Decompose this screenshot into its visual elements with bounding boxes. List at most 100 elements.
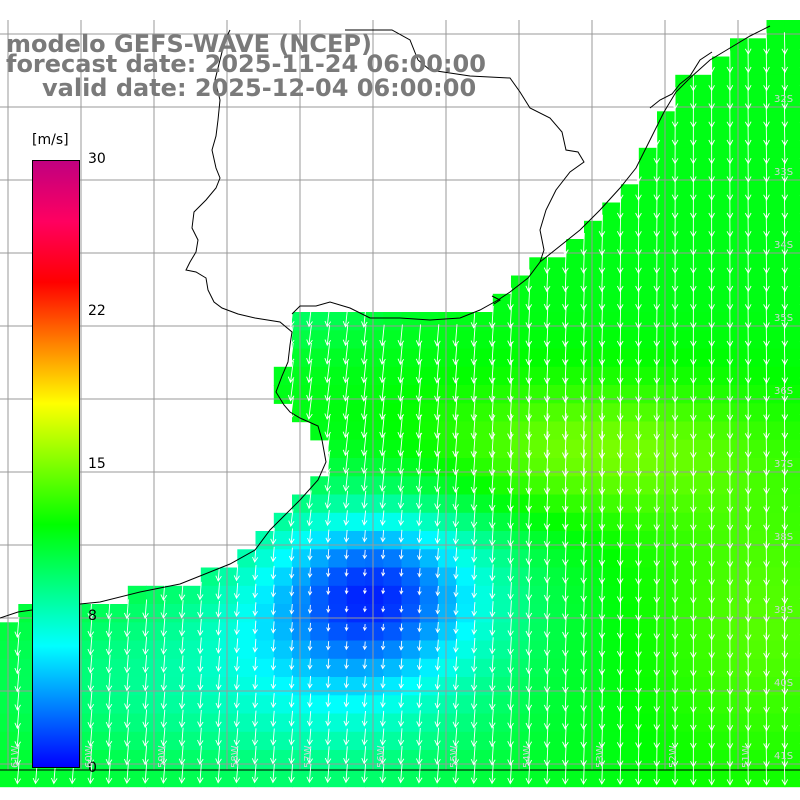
wind-speed-cell bbox=[511, 330, 530, 350]
wind-speed-cell bbox=[529, 531, 549, 550]
wind-speed-cell bbox=[657, 239, 676, 258]
wind-speed-cell bbox=[200, 658, 220, 678]
wind-speed-cell bbox=[748, 366, 768, 386]
wind-arrow bbox=[598, 707, 606, 731]
wind-speed-cell bbox=[328, 458, 348, 477]
wind-speed-cell bbox=[328, 348, 348, 368]
wind-speed-cell bbox=[693, 348, 713, 368]
wind-arrow bbox=[580, 707, 587, 731]
wind-arrow bbox=[452, 489, 459, 511]
wind-arrow bbox=[379, 510, 386, 526]
wind-arrow bbox=[452, 470, 459, 494]
wind-speed-cell bbox=[693, 750, 713, 769]
wind-arrow bbox=[580, 634, 587, 657]
wind-speed-cell bbox=[711, 385, 731, 404]
wind-arrow bbox=[781, 342, 789, 366]
wind-arrow bbox=[416, 529, 423, 544]
wind-speed-cell bbox=[292, 494, 311, 514]
wind-arrow bbox=[105, 762, 113, 785]
wind-arrow bbox=[399, 568, 404, 577]
wind-arrow bbox=[360, 342, 368, 365]
wind-speed-cell bbox=[511, 293, 530, 313]
wind-arrow bbox=[362, 549, 368, 560]
wind-speed-cell bbox=[419, 512, 439, 532]
wind-speed-cell bbox=[529, 567, 549, 587]
wind-speed-cell bbox=[748, 731, 768, 751]
wind-arrow bbox=[435, 639, 441, 653]
wind-arrow bbox=[87, 654, 95, 674]
wind-speed-cell bbox=[346, 695, 366, 715]
wind-speed-cell bbox=[748, 439, 768, 459]
wind-speed-cell bbox=[602, 403, 622, 423]
wind-speed-cell bbox=[383, 567, 403, 587]
wind-speed-cell bbox=[693, 293, 713, 313]
wind-speed-cell bbox=[511, 421, 530, 441]
wind-speed-cell bbox=[675, 512, 695, 532]
wind-speed-cell bbox=[310, 476, 330, 496]
wind-speed-cell bbox=[620, 239, 640, 258]
wind-speed-cell bbox=[565, 239, 585, 258]
wind-speed-cell bbox=[693, 129, 713, 149]
wind-speed-cell bbox=[584, 239, 603, 258]
wind-arrow bbox=[781, 414, 789, 440]
wind-arrow bbox=[434, 745, 441, 766]
wind-arrow bbox=[124, 673, 131, 692]
wind-speed-cell bbox=[711, 275, 731, 295]
wind-arrow bbox=[525, 762, 533, 785]
model-title: modelo GEFS-WAVE (NCEP) bbox=[6, 30, 372, 58]
wind-arrow bbox=[415, 763, 423, 784]
wind-speed-cell bbox=[620, 439, 640, 459]
wind-arrow bbox=[435, 604, 441, 615]
wind-speed-cell bbox=[675, 713, 695, 733]
wind-arrow bbox=[562, 635, 569, 657]
wind-speed-cell bbox=[511, 458, 530, 477]
wind-speed-cell bbox=[693, 421, 713, 441]
wind-speed-cell bbox=[346, 366, 366, 386]
wind-speed-cell bbox=[711, 111, 731, 131]
wind-arrow bbox=[507, 506, 514, 530]
wind-arrow bbox=[580, 287, 587, 311]
wind-speed-cell bbox=[693, 476, 713, 496]
wind-arrow bbox=[471, 546, 478, 563]
wind-speed-cell bbox=[784, 549, 800, 569]
wind-speed-cell bbox=[529, 622, 549, 642]
wind-arrow bbox=[197, 600, 204, 619]
wind-speed-cell bbox=[383, 403, 403, 423]
wind-speed-cell bbox=[711, 421, 731, 441]
wind-arrow bbox=[616, 597, 624, 622]
wind-speed-cell bbox=[584, 385, 603, 404]
wind-speed-cell bbox=[438, 713, 457, 733]
wind-arrow bbox=[507, 487, 514, 512]
wind-arrow bbox=[598, 597, 606, 621]
wind-arrow bbox=[616, 652, 624, 676]
wind-arrow bbox=[307, 640, 313, 652]
wind-speed-cell bbox=[511, 549, 530, 569]
wind-arrow bbox=[325, 658, 331, 670]
wind-speed-cell bbox=[127, 695, 147, 715]
wind-speed-cell bbox=[529, 604, 549, 623]
wind-arrow bbox=[197, 709, 204, 728]
wind-speed-cell bbox=[255, 549, 275, 569]
wind-speed-cell bbox=[584, 458, 603, 477]
wind-speed-cell bbox=[346, 348, 366, 368]
wind-speed-cell bbox=[711, 658, 731, 678]
wind-speed-cell bbox=[109, 750, 129, 769]
wind-speed-cell bbox=[456, 458, 476, 477]
wind-speed-cell bbox=[346, 421, 366, 441]
wind-arrow bbox=[435, 567, 441, 579]
wind-speed-cell bbox=[365, 312, 384, 331]
wind-speed-cell bbox=[109, 695, 129, 715]
wind-speed-cell bbox=[18, 768, 38, 788]
wind-arrow bbox=[105, 691, 113, 711]
wind-speed-cell bbox=[292, 768, 311, 788]
wind-speed-cell bbox=[784, 421, 800, 441]
wind-speed-cell bbox=[693, 385, 713, 404]
wind-speed-cell bbox=[310, 385, 330, 404]
lat-label: 41S bbox=[774, 751, 794, 762]
wind-speed-cell bbox=[657, 658, 676, 678]
wind-speed-cell bbox=[127, 768, 147, 788]
wind-speed-cell bbox=[675, 111, 695, 131]
wind-speed-cell bbox=[711, 348, 731, 368]
wind-speed-cell bbox=[565, 257, 585, 277]
wind-arrow bbox=[452, 378, 459, 403]
